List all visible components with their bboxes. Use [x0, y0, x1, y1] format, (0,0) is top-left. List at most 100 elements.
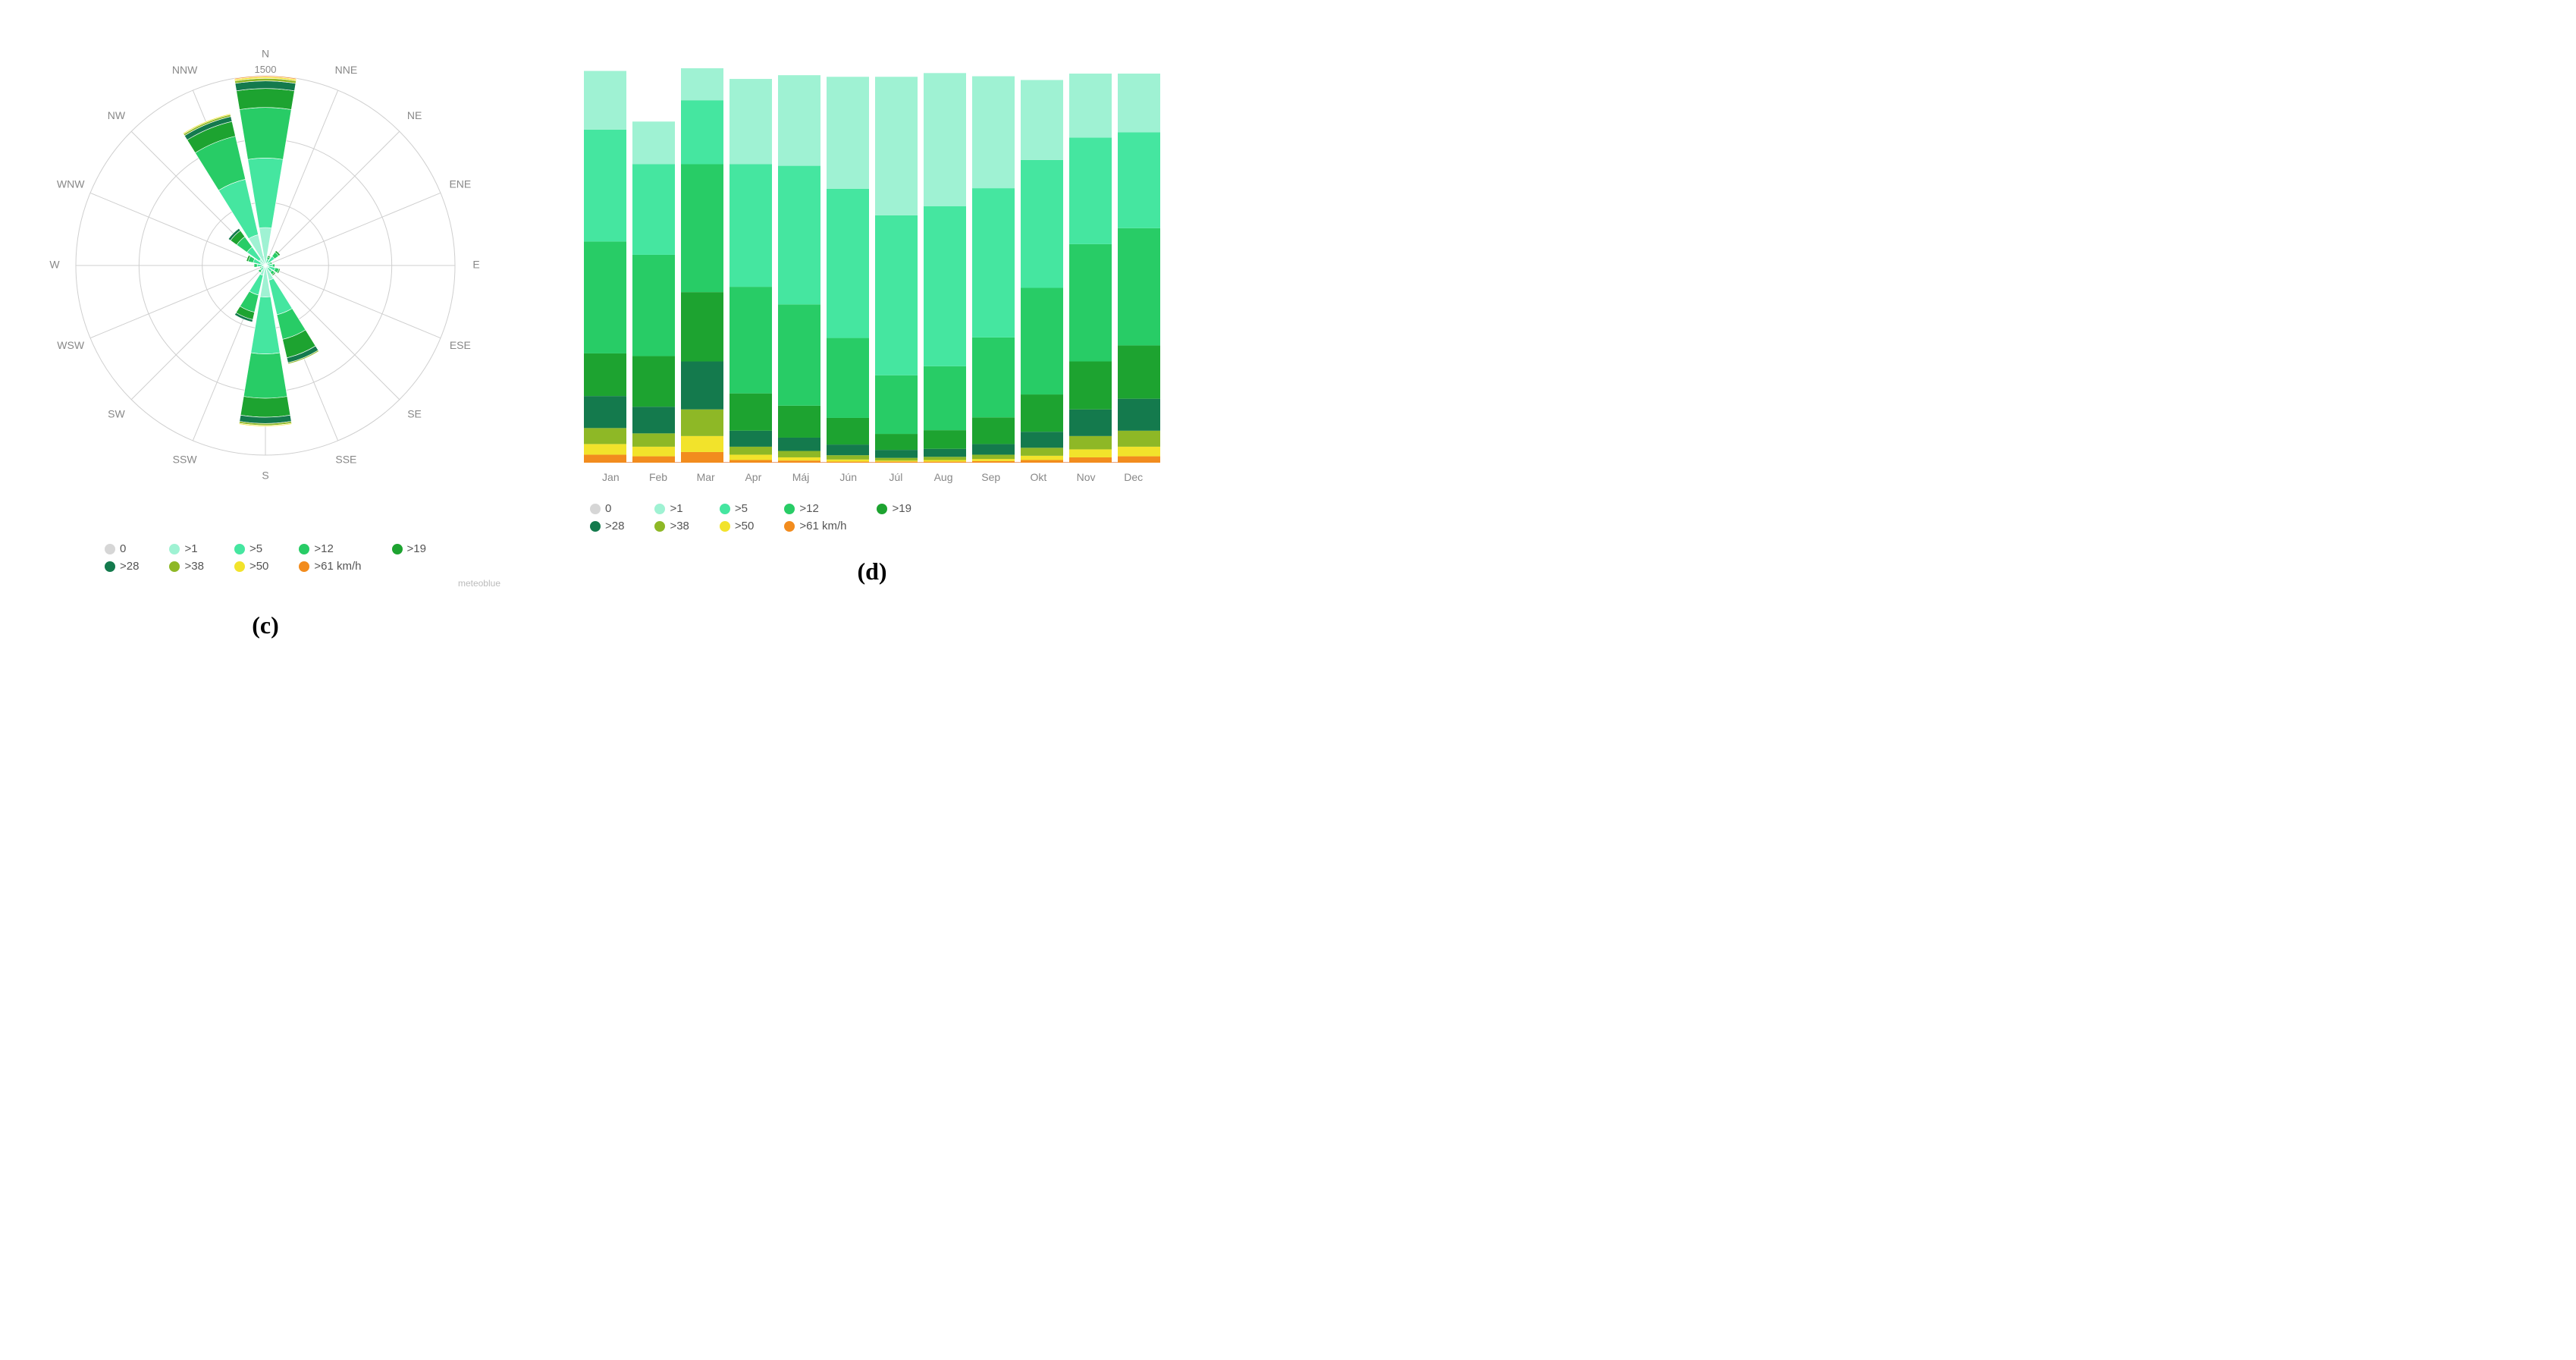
bar-Aug-s19 — [924, 430, 966, 449]
bar-Jan-s61 — [584, 454, 626, 463]
bar-Sep-s61 — [972, 461, 1015, 463]
bar-Aug-s28 — [924, 449, 966, 457]
bar-Nov-s28 — [1069, 410, 1112, 436]
bar-Jan-s28 — [584, 396, 626, 428]
bar-Máj-s19 — [778, 406, 820, 438]
bar-Apr-s5 — [730, 164, 772, 287]
dir-label-N: N — [262, 48, 269, 60]
legend-label-s12: >12 — [314, 542, 333, 555]
legend-label-s50: >50 — [735, 520, 754, 532]
legend-item-s12: >12 — [299, 542, 361, 555]
windrose-legend: 0 >28 >1 >38 >5 >50 >12 — [105, 542, 426, 575]
bar-xlabel-Jan: Jan — [587, 471, 635, 483]
legend-label-s0: 0 — [605, 502, 611, 515]
bar-Okt-s1 — [1021, 80, 1063, 159]
bar-Nov-s19 — [1069, 361, 1112, 409]
bar-Jan-s19 — [584, 353, 626, 396]
legend-label-s5: >5 — [249, 542, 262, 555]
bar-Okt-s12 — [1021, 288, 1063, 395]
bar-Júl-s5 — [875, 215, 918, 375]
bar-Máj-s1 — [778, 75, 820, 165]
dir-label-NW: NW — [108, 109, 126, 121]
bar-Jún-s12 — [827, 338, 869, 418]
bar-Jan-s5 — [584, 130, 626, 242]
barchart-xaxis: JanFebMarAprMájJúnJúlAugSepOktNovDec — [584, 471, 1160, 483]
legend-item-s0: 0 — [105, 542, 139, 555]
wedge-N-s12 — [240, 108, 291, 160]
bar-Júl-s38 — [875, 458, 918, 461]
legend-swatch-s12 — [784, 504, 795, 514]
legend-label-s61: >61 km/h — [314, 560, 361, 573]
windrose-panel: NNNENEENEEESESESSESSSWSWWSWWWNWNWNNW0500… — [23, 23, 508, 639]
bar-xlabel-Feb: Feb — [635, 471, 682, 483]
bar-Apr-s19 — [730, 394, 772, 431]
barchart-wrap: JanFebMarAprMájJúnJúlAugSepOktNovDec — [584, 68, 1160, 483]
legend-item-s19: >19 — [877, 502, 911, 515]
bar-Apr-s12 — [730, 287, 772, 394]
windrose-spoke — [265, 131, 400, 265]
bar-Júl-s50 — [875, 460, 918, 461]
bar-xlabel-Apr: Apr — [730, 471, 777, 483]
legend-label-s19: >19 — [407, 542, 426, 555]
legend-swatch-s12 — [299, 544, 309, 554]
bar-Feb-s61 — [632, 457, 675, 463]
bar-Feb-s1 — [632, 121, 675, 164]
bar-Apr-s61 — [730, 460, 772, 463]
bar-Dec-s1 — [1118, 74, 1160, 132]
legend-item-s61: >61 km/h — [784, 520, 846, 532]
legend-label-s50: >50 — [249, 560, 268, 573]
bar-Máj-s5 — [778, 166, 820, 305]
bar-Mar-s12 — [681, 164, 723, 292]
legend-item-s50: >50 — [234, 560, 268, 573]
windrose-source: meteoblue — [23, 578, 508, 589]
legend-label-s19: >19 — [892, 502, 911, 515]
barchart-caption: (d) — [857, 558, 886, 586]
wedge-N-s19 — [237, 89, 295, 110]
bar-Sep-s28 — [972, 444, 1015, 454]
bar-Okt-s38 — [1021, 448, 1063, 456]
bar-xlabel-Máj: Máj — [777, 471, 825, 483]
bar-Aug-s50 — [924, 460, 966, 461]
bar-Mar-s5 — [681, 100, 723, 164]
bar-Júl-s12 — [875, 375, 918, 434]
bar-Okt-s19 — [1021, 394, 1063, 432]
legend-swatch-s50 — [720, 521, 730, 532]
dir-label-SW: SW — [108, 407, 125, 419]
legend-label-s38: >38 — [670, 520, 689, 532]
bar-Sep-s50 — [972, 459, 1015, 461]
bar-Máj-s38 — [778, 451, 820, 457]
dir-label-WSW: WSW — [57, 339, 85, 351]
bar-Máj-s61 — [778, 460, 820, 463]
bar-Aug-s1 — [924, 73, 966, 206]
bar-Okt-s28 — [1021, 432, 1063, 448]
wedge-S-s19 — [240, 397, 290, 417]
bar-Dec-s61 — [1118, 457, 1160, 463]
bar-Sep-s1 — [972, 77, 1015, 189]
bar-Aug-s12 — [924, 366, 966, 430]
legend-label-s0: 0 — [120, 542, 126, 555]
bar-Mar-s38 — [681, 410, 723, 436]
legend-label-s5: >5 — [735, 502, 748, 515]
bar-Dec-s50 — [1118, 447, 1160, 457]
bar-Jan-s12 — [584, 241, 626, 353]
legend-item-s5: >5 — [234, 542, 268, 555]
bar-Júl-s19 — [875, 434, 918, 450]
bar-xlabel-Mar: Mar — [682, 471, 730, 483]
dir-label-NNW: NNW — [172, 64, 198, 76]
windrose-caption: (c) — [252, 611, 279, 639]
legend-item-s28: >28 — [590, 520, 624, 532]
legend-label-s28: >28 — [605, 520, 624, 532]
dir-label-SE: SE — [407, 407, 422, 419]
bar-Feb-s12 — [632, 255, 675, 356]
legend-item-s50: >50 — [720, 520, 754, 532]
bar-xlabel-Jún: Jún — [824, 471, 872, 483]
bar-Jún-s61 — [827, 462, 869, 463]
barchart-chart — [584, 68, 1160, 463]
rad-label-1500: 1500 — [255, 64, 277, 75]
bar-Jún-s1 — [827, 77, 869, 189]
bar-Máj-s50 — [778, 457, 820, 460]
legend-swatch-s61 — [299, 561, 309, 572]
bar-Máj-s12 — [778, 304, 820, 406]
windrose-spoke — [90, 265, 265, 338]
dir-label-SSE: SSE — [335, 454, 356, 466]
